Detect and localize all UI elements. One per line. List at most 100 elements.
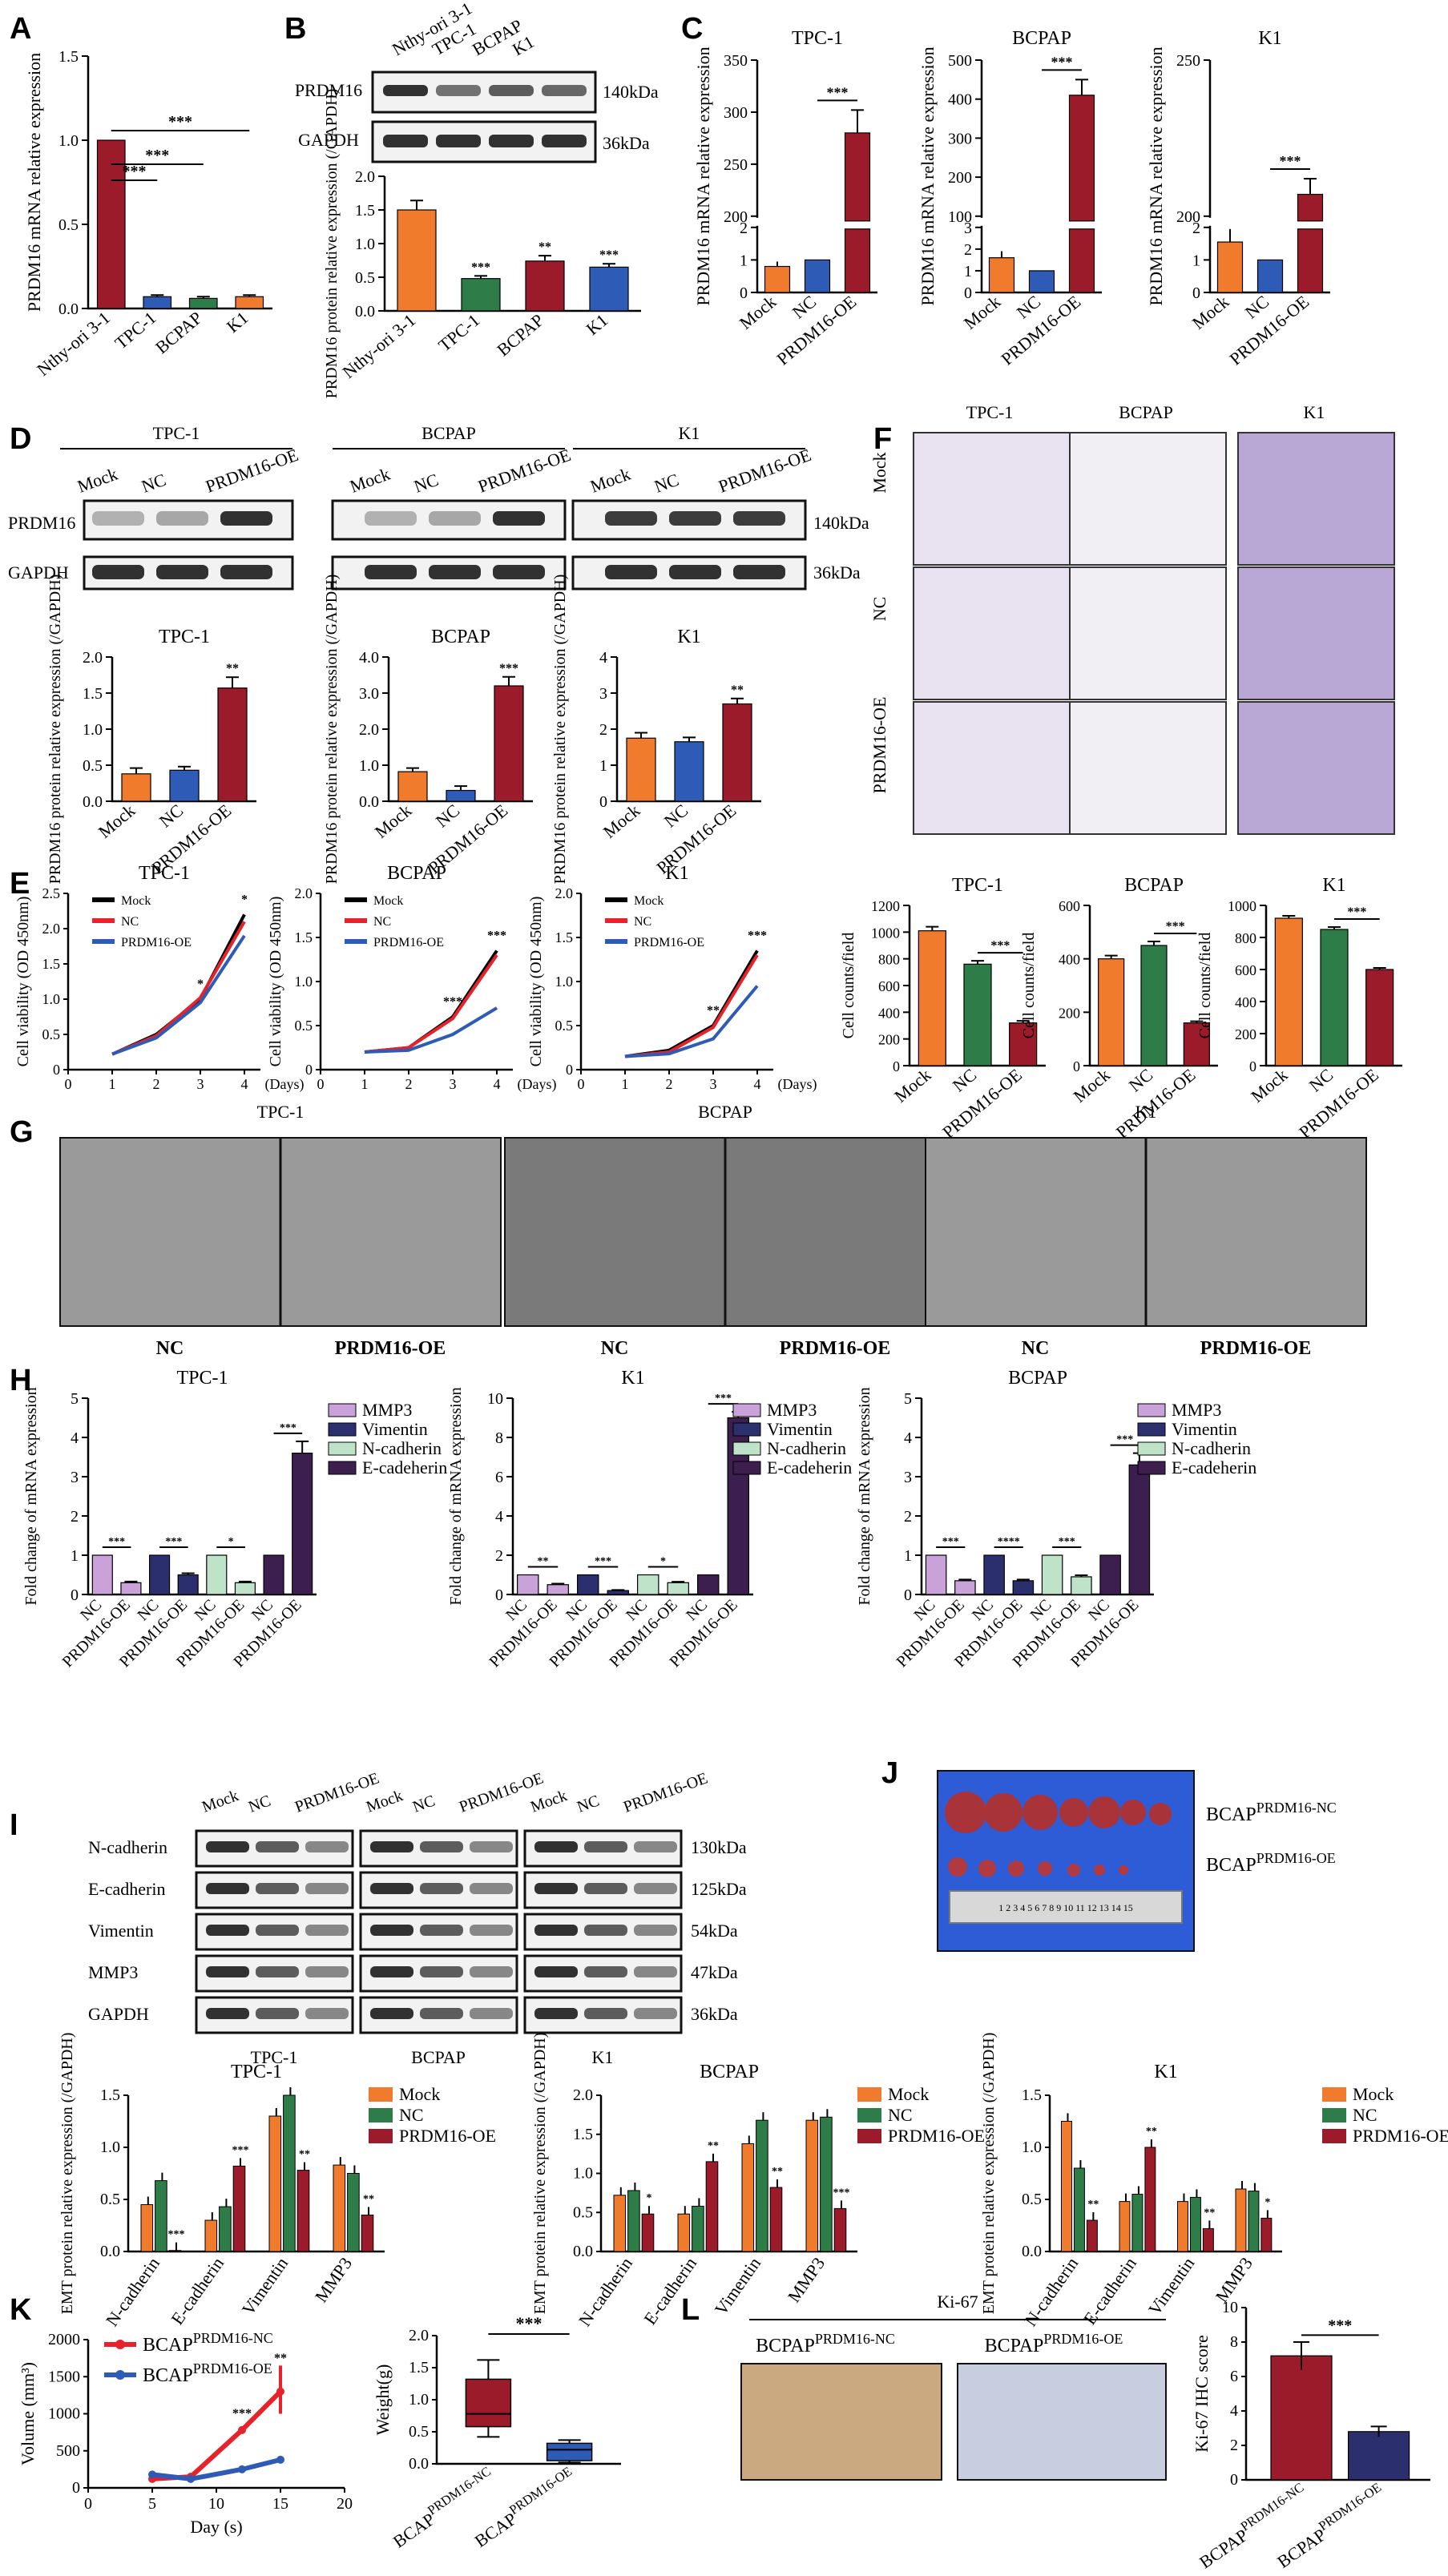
category-label: BCPAP: [151, 308, 206, 358]
bar: [1177, 2201, 1188, 2252]
y-tick-label: 8: [1230, 2333, 1238, 2351]
bar: [805, 2119, 819, 2252]
band: [584, 2008, 627, 2019]
row-label: GAPDH: [8, 562, 69, 583]
category-label: E-cadherin: [167, 2254, 228, 2328]
y-tick-label: 200: [1235, 1026, 1256, 1042]
sig-stars: ***: [280, 1422, 296, 1434]
sig-stars: ***: [145, 147, 169, 164]
y-tick-label: 0: [893, 1058, 900, 1074]
band: [305, 1925, 349, 1936]
band: [534, 1925, 578, 1936]
y-axis-label: PRDM16 protein relative expression (/GAP…: [323, 574, 341, 885]
legend-label: Mock: [1353, 2084, 1394, 2104]
y-tick-label: 250: [724, 156, 748, 174]
axis-break: [1205, 217, 1215, 226]
y-tick-label: 100: [948, 208, 972, 226]
y-tick-label: 1.0: [42, 991, 61, 1007]
y-tick-label: 1.0: [83, 721, 103, 739]
y-tick-label: 0: [495, 1586, 503, 1604]
sig-stars: *: [197, 978, 204, 991]
bar: [741, 2143, 755, 2252]
y-axis-label: EMT protein relative expression (/GAPDH): [531, 2033, 549, 2315]
band: [256, 1883, 299, 1894]
bar: [1098, 958, 1125, 1066]
bar: [1071, 1576, 1092, 1595]
size-label: 36kDa: [813, 562, 861, 583]
chart-H1: 0 1 2 3 4 5 TPC-1 Fold change of mRNA expressio…: [22, 1368, 317, 1671]
sig-stars: ***: [443, 995, 462, 1009]
chart-title: TPC-1: [176, 1368, 228, 1389]
band: [534, 2008, 578, 2019]
legend-label: E-cadeherin: [767, 1457, 852, 1477]
chart-E2: BCPAP 0 0.5 1.0 1.5 2.0 0 1 2 3 4 (Days) Cell viabil…: [267, 863, 556, 1093]
x-tick-label: 3: [710, 1076, 717, 1092]
micrograph: [1069, 566, 1227, 700]
ruler: [949, 1890, 1183, 1924]
y-tick-label: 1: [1192, 252, 1200, 269]
category-label: BCPAP: [493, 310, 547, 361]
tumor-nc: [1149, 1803, 1172, 1825]
y-tick-label: 0.0: [100, 2243, 120, 2260]
column-label: TPC-1: [966, 402, 1014, 422]
y-tick-label: 0.5: [100, 2191, 120, 2208]
band: [206, 1925, 249, 1936]
y-tick-label: 1.5: [83, 685, 103, 703]
y-axis-label: Cell counts/field: [1196, 933, 1214, 1039]
bar: [446, 789, 476, 802]
band: [92, 565, 144, 579]
band: [305, 1883, 349, 1894]
band: [220, 565, 272, 579]
chart-K1: 0 500 1000 1500 2000 0 5 10 15 20 Day (s) Volume (m…: [18, 2330, 353, 2537]
x-tick-label: 1: [622, 1076, 629, 1092]
x-axis-label: (Days): [518, 1076, 557, 1093]
band: [92, 511, 144, 526]
y-tick-label: 2.0: [355, 168, 375, 186]
bar: [954, 1580, 976, 1595]
y-tick-label: 4.0: [359, 649, 379, 667]
y-tick-label: 2.0: [555, 885, 574, 901]
sig-stars: **: [299, 2149, 310, 2161]
category-label: Vimentin: [1144, 2254, 1198, 2319]
y-tick-label: 2: [71, 1508, 79, 1526]
bar: [722, 703, 752, 802]
category-label: K1: [583, 310, 612, 339]
chart-K2: 0.00.51.01.52.0Weight(g)BCAPPRDM16-NCBCA…: [373, 2313, 621, 2552]
micrograph: [1237, 566, 1395, 700]
tumor-oe: [1008, 1860, 1024, 1877]
legend-label: N-cadherin: [1172, 1438, 1251, 1458]
lane-label: Mock: [347, 464, 393, 497]
bar: [705, 2161, 719, 2252]
category-label: N-cadherin: [102, 2254, 163, 2330]
image-label: BCPAPPRDM16-OE: [985, 2331, 1123, 2356]
y-tick-label: 0.5: [409, 2423, 429, 2441]
lane-label: Mock: [364, 1787, 405, 1816]
sig-stars: ***: [232, 2407, 252, 2421]
y-tick-label: 0.0: [1022, 2243, 1042, 2260]
bar: [1119, 2201, 1131, 2252]
sig-stars: ***: [833, 2187, 850, 2199]
row-label: E-cadherin: [88, 1879, 166, 1899]
x-tick-label: 4: [754, 1076, 761, 1092]
x-tick-label: 0: [317, 1076, 325, 1092]
panel-letter-D: D: [10, 422, 31, 456]
lane-label: PRDM16-OE: [475, 445, 573, 497]
band: [489, 85, 534, 96]
bar: [626, 737, 656, 802]
legend-label: PRDM16-OE: [373, 936, 444, 949]
category-label: NC: [949, 1065, 980, 1096]
tumor-oe: [1067, 1864, 1080, 1877]
y-tick-label: 1000: [48, 2405, 80, 2423]
y-tick-label: 5: [71, 1390, 79, 1408]
y-tick-label: 0.0: [359, 793, 379, 811]
legend-label: Vimentin: [1172, 1419, 1237, 1439]
tumor-oe: [978, 1860, 996, 1877]
bar: [1028, 270, 1055, 293]
y-tick-label: 1.0: [573, 2165, 593, 2183]
legend-swatch: [328, 1422, 357, 1437]
y-tick-label: 200: [948, 169, 972, 187]
group-label: TPC-1: [153, 423, 200, 443]
band: [534, 1883, 578, 1894]
